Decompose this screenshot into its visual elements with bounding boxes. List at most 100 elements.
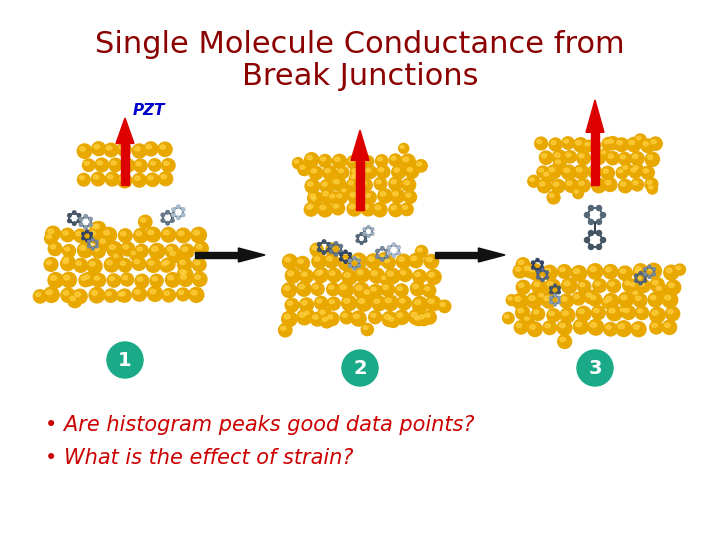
Circle shape: [340, 258, 343, 261]
Ellipse shape: [292, 158, 304, 169]
Circle shape: [79, 218, 83, 221]
Ellipse shape: [138, 215, 152, 228]
Ellipse shape: [349, 158, 354, 163]
Ellipse shape: [63, 259, 68, 264]
Ellipse shape: [440, 302, 445, 306]
Ellipse shape: [305, 203, 318, 216]
Ellipse shape: [328, 246, 333, 249]
Ellipse shape: [646, 264, 662, 279]
Ellipse shape: [425, 287, 430, 291]
Ellipse shape: [162, 288, 176, 302]
Ellipse shape: [577, 179, 590, 192]
Ellipse shape: [572, 292, 585, 305]
Circle shape: [91, 247, 94, 250]
Ellipse shape: [327, 297, 341, 310]
Circle shape: [540, 266, 544, 269]
Ellipse shape: [656, 286, 662, 290]
Ellipse shape: [562, 311, 568, 315]
Ellipse shape: [419, 315, 424, 319]
Ellipse shape: [556, 160, 560, 164]
Ellipse shape: [387, 272, 393, 276]
Ellipse shape: [411, 312, 418, 317]
Circle shape: [344, 250, 347, 253]
Ellipse shape: [608, 154, 613, 158]
Ellipse shape: [168, 248, 181, 262]
Ellipse shape: [343, 299, 350, 303]
Ellipse shape: [616, 321, 631, 336]
Ellipse shape: [180, 244, 194, 258]
Ellipse shape: [312, 315, 318, 319]
Ellipse shape: [79, 147, 85, 151]
Ellipse shape: [361, 181, 366, 185]
Ellipse shape: [404, 191, 417, 204]
Circle shape: [348, 253, 351, 256]
Ellipse shape: [628, 280, 641, 293]
Ellipse shape: [117, 143, 131, 156]
Circle shape: [596, 231, 601, 235]
Ellipse shape: [547, 191, 560, 204]
Ellipse shape: [641, 139, 654, 152]
Ellipse shape: [662, 292, 678, 308]
Ellipse shape: [328, 192, 340, 204]
Ellipse shape: [356, 295, 372, 311]
Ellipse shape: [389, 154, 402, 166]
Ellipse shape: [621, 182, 626, 186]
Ellipse shape: [73, 289, 87, 303]
Ellipse shape: [316, 268, 328, 280]
Ellipse shape: [146, 173, 159, 186]
Ellipse shape: [594, 181, 600, 186]
Ellipse shape: [159, 172, 173, 186]
Ellipse shape: [645, 178, 658, 191]
Circle shape: [600, 212, 606, 218]
Ellipse shape: [167, 247, 173, 251]
Ellipse shape: [299, 285, 305, 289]
Circle shape: [73, 222, 76, 225]
Ellipse shape: [621, 164, 632, 175]
Ellipse shape: [518, 308, 523, 313]
Ellipse shape: [648, 293, 662, 307]
Circle shape: [86, 230, 89, 233]
Ellipse shape: [575, 190, 579, 193]
Ellipse shape: [664, 265, 679, 280]
Ellipse shape: [311, 169, 317, 173]
Ellipse shape: [676, 266, 680, 269]
Ellipse shape: [595, 281, 600, 286]
Ellipse shape: [325, 168, 330, 173]
Ellipse shape: [79, 274, 92, 287]
Ellipse shape: [424, 254, 438, 269]
Ellipse shape: [338, 255, 354, 271]
Circle shape: [82, 237, 85, 240]
Circle shape: [89, 237, 92, 240]
Ellipse shape: [585, 143, 590, 146]
Ellipse shape: [544, 296, 550, 301]
Ellipse shape: [631, 168, 636, 172]
Ellipse shape: [48, 229, 54, 234]
Ellipse shape: [428, 273, 434, 277]
Ellipse shape: [75, 292, 81, 296]
Ellipse shape: [580, 283, 585, 287]
Ellipse shape: [536, 140, 541, 144]
Ellipse shape: [364, 290, 369, 294]
Ellipse shape: [170, 251, 176, 255]
Circle shape: [360, 241, 363, 245]
Ellipse shape: [352, 169, 357, 172]
Ellipse shape: [112, 252, 123, 263]
Ellipse shape: [315, 296, 328, 309]
Circle shape: [545, 276, 549, 279]
Ellipse shape: [350, 166, 363, 179]
Circle shape: [356, 239, 359, 242]
Circle shape: [385, 249, 389, 253]
Ellipse shape: [145, 227, 161, 242]
Circle shape: [353, 267, 356, 270]
Ellipse shape: [551, 140, 556, 145]
Text: 2: 2: [354, 359, 366, 377]
Ellipse shape: [413, 270, 426, 284]
Ellipse shape: [632, 164, 644, 175]
Circle shape: [68, 219, 71, 222]
Ellipse shape: [574, 295, 579, 299]
Ellipse shape: [369, 311, 382, 323]
Circle shape: [545, 271, 549, 274]
Ellipse shape: [63, 275, 70, 280]
Ellipse shape: [415, 273, 420, 276]
Ellipse shape: [522, 264, 536, 278]
